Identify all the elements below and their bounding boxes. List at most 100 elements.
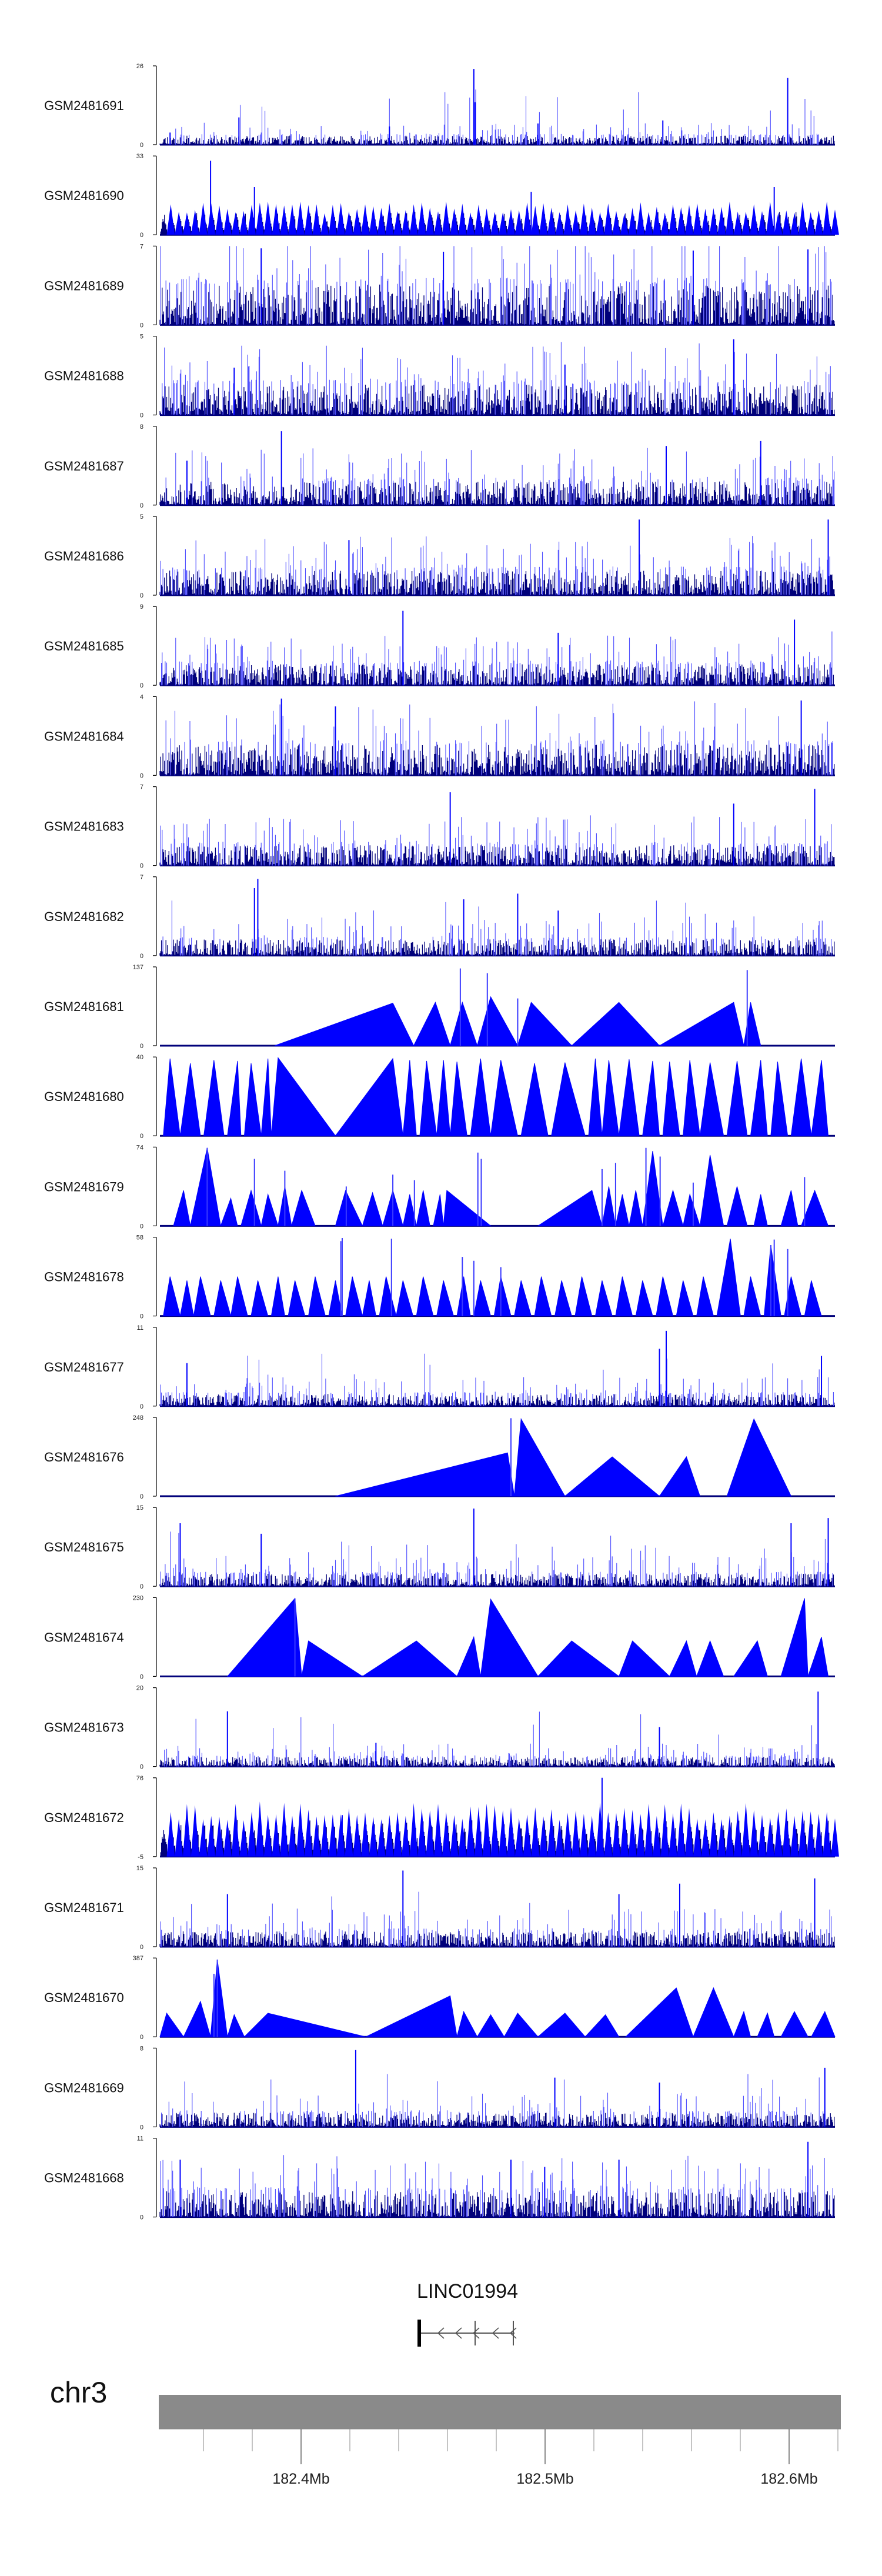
y-axis-min-label: 0: [140, 1223, 143, 1230]
y-axis-max-label: 40: [136, 1054, 143, 1061]
track-GSM2481685: GSM2481685 9 0: [44, 603, 835, 689]
signal-bars: [159, 2191, 835, 2217]
y-axis-min-label: 0: [140, 1764, 143, 1771]
track-label: GSM2481687: [44, 459, 124, 473]
strand-arrow-icon: [455, 2327, 462, 2339]
signal-bars-light: [160, 815, 832, 866]
signal-bars: [159, 845, 835, 866]
y-axis-min-label: 0: [140, 1133, 143, 1140]
signal-bars: [159, 385, 835, 415]
y-axis-min-label: 0: [140, 1403, 143, 1410]
signal-bars: [159, 284, 835, 325]
y-axis-min-label: 0: [140, 1583, 143, 1590]
track-GSM2481671: GSM2481671 15 0: [44, 1865, 835, 1951]
track-label: GSM2481683: [44, 819, 124, 834]
y-axis-min-label: 0: [140, 863, 143, 870]
signal-bars: [159, 1394, 835, 1406]
y-axis-max-label: 11: [137, 2135, 143, 2143]
signal-area: [226, 1597, 829, 1677]
gene-name-label: LINC01994: [417, 2280, 518, 2303]
y-axis-min-label: 0: [140, 592, 143, 599]
signal-bars-light: [160, 246, 832, 325]
gene-strand-arrows: [437, 2327, 517, 2339]
y-axis-min-label: 0: [140, 502, 143, 509]
track-GSM2481684: GSM2481684 4 0: [44, 693, 835, 779]
track-label: GSM2481676: [44, 1450, 124, 1464]
y-axis-min-label: -5: [138, 1854, 143, 1861]
track-label: GSM2481691: [44, 98, 124, 113]
track-GSM2481670: GSM2481670 387 0: [44, 1955, 836, 2041]
track-GSM2481686: GSM2481686 5 0: [44, 513, 835, 599]
signal-area: [173, 1147, 829, 1226]
signal-area: [163, 1057, 829, 1136]
signal-bars: [159, 481, 833, 505]
track-GSM2481680: GSM2481680 40 0: [44, 1054, 835, 1140]
track-label: GSM2481680: [44, 1089, 124, 1104]
y-axis-max-label: 248: [133, 1414, 143, 1422]
track-GSM2481669: GSM2481669 8 0: [44, 2045, 835, 2131]
y-axis-max-label: 5: [140, 513, 143, 520]
y-axis-max-label: 7: [140, 784, 143, 791]
track-label: GSM2481686: [44, 549, 124, 563]
signal-bars: [159, 745, 835, 776]
y-axis-max-label: 58: [136, 1234, 143, 1242]
y-axis-min-label: 0: [140, 1043, 143, 1050]
signal-bars-light: [161, 631, 833, 686]
y-axis-max-label: 9: [140, 603, 143, 610]
y-axis-min-label: 0: [140, 1673, 143, 1680]
y-axis-min-label: 0: [140, 682, 143, 689]
gene-tss-marker: [417, 2320, 421, 2347]
gene-annotation-track: LINC01994: [417, 2280, 518, 2347]
y-axis-min-label: 0: [140, 2124, 143, 2131]
y-axis-max-label: 7: [140, 874, 143, 881]
track-GSM2481690: GSM2481690 33 0: [44, 153, 839, 239]
signal-bars-light: [161, 2074, 824, 2127]
y-axis-max-label: 26: [136, 63, 143, 70]
strand-arrow-icon: [437, 2327, 445, 2339]
track-GSM2481683: GSM2481683 7 0: [44, 784, 835, 870]
signal-tracks: GSM2481691260GSM2481690330GSM248168970GS…: [44, 63, 839, 2221]
y-axis-min-label: 0: [140, 142, 143, 149]
y-axis-max-label: 7: [140, 243, 143, 250]
signal-bars: [159, 664, 835, 686]
track-GSM2481679: GSM2481679 74 0: [44, 1144, 835, 1230]
axis-tick-label: 182.4Mb: [272, 2471, 329, 2487]
track-GSM2481676: GSM2481676 248 0: [44, 1414, 835, 1500]
track-label: GSM2481679: [44, 1179, 124, 1194]
track-GSM2481672: GSM2481672 76 -5: [44, 1775, 839, 1861]
track-GSM2481688: GSM2481688 5 0: [44, 333, 835, 419]
track-label: GSM2481668: [44, 2171, 124, 2185]
y-axis-min-label: 0: [140, 1493, 143, 1500]
track-label: GSM2481684: [44, 729, 124, 743]
track-GSM2481689: GSM2481689 7 0: [44, 243, 835, 329]
track-GSM2481668: GSM2481668 11 0: [44, 2135, 835, 2221]
signal-bars-light: [160, 1353, 834, 1406]
y-axis-max-label: 15: [136, 1504, 143, 1511]
track-label: GSM2481671: [44, 1900, 124, 1915]
signal-bars: [159, 1931, 835, 1947]
axis-minor-ticks: [203, 2429, 838, 2451]
signal-area: [160, 201, 839, 235]
track-label: GSM2481688: [44, 369, 124, 383]
axis-tick-label: 182.5Mb: [516, 2471, 573, 2487]
y-axis-max-label: 76: [136, 1775, 143, 1782]
signal-bars: [159, 1573, 835, 1587]
y-axis-min-label: 0: [140, 232, 143, 239]
y-axis-max-label: 33: [136, 153, 143, 160]
track-label: GSM2481675: [44, 1540, 124, 1554]
track-label: GSM2481677: [44, 1360, 124, 1374]
track-label: GSM2481681: [44, 999, 124, 1014]
y-axis-min-label: 0: [140, 772, 143, 779]
signal-bars-light: [165, 448, 835, 505]
track-GSM2481675: GSM2481675 15 0: [44, 1504, 835, 1590]
y-axis-min-label: 0: [140, 1944, 143, 1951]
y-axis-max-label: 8: [140, 2045, 143, 2052]
signal-area: [160, 1801, 839, 1857]
signal-bars-light: [162, 342, 831, 415]
y-axis-max-label: 137: [133, 964, 143, 971]
track-label: GSM2481674: [44, 1630, 124, 1644]
y-axis-min-label: 0: [140, 2214, 143, 2221]
signal-area: [159, 1959, 836, 2037]
signal-area: [275, 996, 761, 1046]
y-axis-min-label: 0: [140, 1313, 143, 1320]
